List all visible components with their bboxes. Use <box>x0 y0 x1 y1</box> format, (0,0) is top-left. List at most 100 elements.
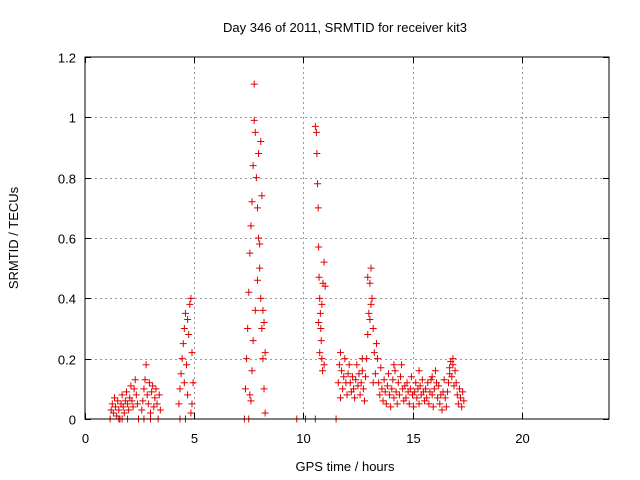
data-point <box>362 373 370 381</box>
data-point <box>127 382 135 390</box>
data-point <box>335 361 343 369</box>
data-point <box>455 385 463 393</box>
data-point <box>422 385 430 393</box>
data-point <box>108 400 116 408</box>
data-point <box>181 309 189 317</box>
data-point <box>427 376 435 384</box>
data-point <box>378 385 386 393</box>
data-point <box>451 367 459 375</box>
data-point <box>352 376 360 384</box>
x-tick-label: 10 <box>296 431 310 446</box>
data-point <box>365 309 373 317</box>
data-point <box>364 273 372 281</box>
data-point <box>425 400 433 408</box>
data-point <box>178 355 186 363</box>
data-point <box>442 403 450 411</box>
data-point <box>367 300 375 308</box>
data-point <box>454 400 462 408</box>
data-point <box>256 240 264 248</box>
data-point <box>314 180 322 188</box>
data-point <box>184 315 192 323</box>
data-point <box>115 406 123 414</box>
data-point <box>259 355 267 363</box>
data-point <box>403 379 411 387</box>
data-point <box>133 400 141 408</box>
data-point <box>122 388 130 396</box>
data-point <box>186 300 194 308</box>
data-point <box>144 400 152 408</box>
data-point <box>120 409 128 417</box>
data-point <box>257 294 265 302</box>
data-point <box>311 122 319 130</box>
data-point <box>187 294 195 302</box>
data-point <box>318 355 326 363</box>
data-point <box>140 385 148 393</box>
x-tick-labels: 0 5 10 15 20 <box>82 431 530 446</box>
data-point <box>436 400 444 408</box>
data-point <box>377 364 385 372</box>
data-point <box>247 222 255 230</box>
data-point <box>128 397 136 405</box>
data-point <box>259 306 267 314</box>
data-point <box>364 331 372 339</box>
y-tick-label: 0.2 <box>58 353 76 368</box>
data-point <box>313 150 321 158</box>
data-point <box>345 361 353 369</box>
data-point <box>435 382 443 390</box>
data-point <box>441 394 449 402</box>
data-point <box>315 243 323 251</box>
data-point <box>381 388 389 396</box>
data-point <box>384 370 392 378</box>
data-point <box>185 331 193 339</box>
data-point <box>139 397 147 405</box>
data-point <box>394 379 402 387</box>
data-point <box>155 391 163 399</box>
data-point <box>260 385 268 393</box>
x-tick-label: 0 <box>82 431 89 446</box>
data-point <box>341 355 349 363</box>
data-point <box>460 397 468 405</box>
data-point <box>340 373 348 381</box>
data-point <box>374 355 382 363</box>
data-point <box>458 403 466 411</box>
ticks-layer <box>85 57 609 420</box>
data-point <box>247 397 255 405</box>
data-point <box>110 394 118 402</box>
data-point <box>355 370 363 378</box>
data-point <box>251 306 259 314</box>
data-point <box>248 367 256 375</box>
data-point <box>367 264 375 272</box>
data-point <box>141 376 149 384</box>
data-point <box>358 355 366 363</box>
data-point <box>334 379 342 387</box>
y-tick-label: 0.4 <box>58 292 76 307</box>
data-point <box>150 403 158 411</box>
data-point <box>369 325 377 332</box>
data-point <box>138 406 146 414</box>
data-point <box>359 385 367 393</box>
data-point <box>317 337 325 345</box>
data-point <box>415 367 423 375</box>
data-point <box>316 294 324 302</box>
data-point <box>390 361 398 369</box>
data-point <box>251 128 259 136</box>
data-point <box>180 379 188 387</box>
data-point <box>346 379 354 387</box>
data-point <box>187 409 195 417</box>
data-point <box>402 394 410 402</box>
data-point <box>428 391 436 399</box>
data-point <box>255 150 263 158</box>
chart-title: Day 346 of 2011, SRMTID for receiver kit… <box>223 20 467 35</box>
data-point <box>351 394 359 402</box>
data-point <box>318 300 326 308</box>
y-tick-labels: 0 0.2 0.4 0.6 0.8 1 1.2 <box>58 51 76 428</box>
data-point <box>246 249 254 257</box>
data-point <box>153 400 161 408</box>
data-point <box>249 337 257 345</box>
data-point <box>143 391 151 399</box>
data-point <box>415 400 423 408</box>
data-point <box>386 391 394 399</box>
data-point <box>438 406 446 414</box>
data-point <box>315 318 323 326</box>
